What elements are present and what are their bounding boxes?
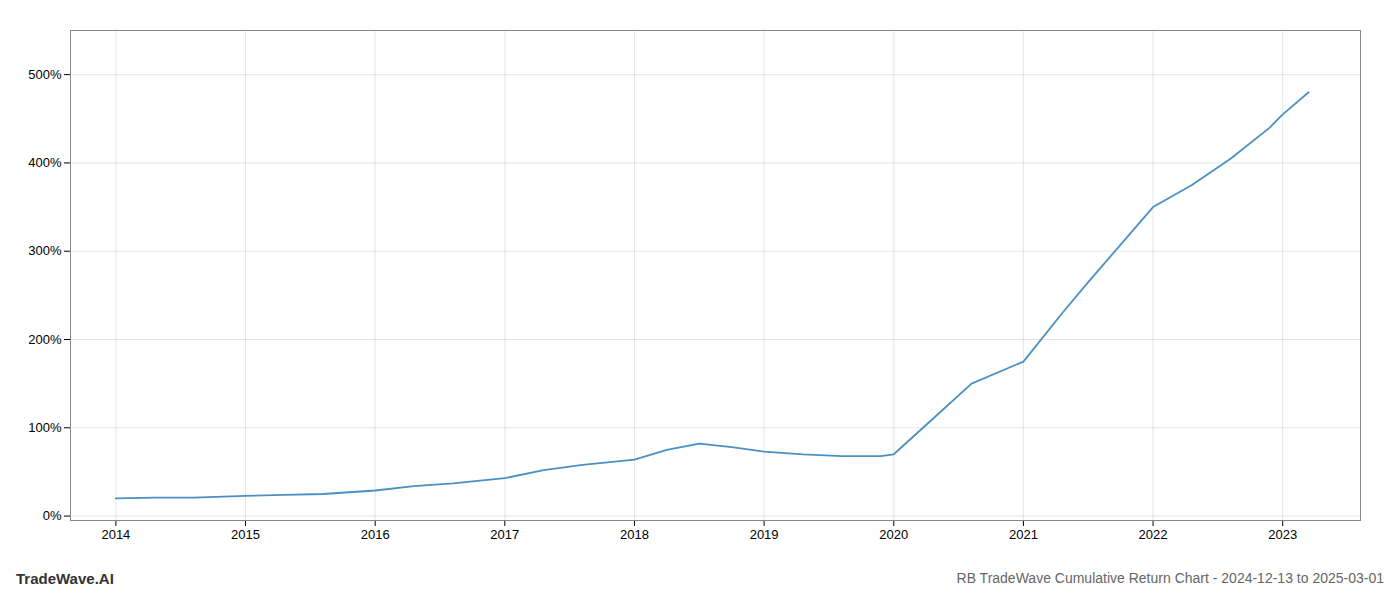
svg-text:2021: 2021	[1009, 527, 1038, 542]
svg-text:0%: 0%	[43, 508, 62, 523]
svg-text:300%: 300%	[28, 243, 62, 258]
html-text:TradeWave.AI: TradeWave.AI	[16, 569, 114, 587]
svg-text:2022: 2022	[1139, 527, 1168, 542]
svg-text:2014: 2014	[101, 527, 130, 542]
svg-text:500%: 500%	[28, 67, 62, 82]
html-text:RB TradeWave Cumulative Return: RB TradeWave Cumulative Return Chart - 2…	[956, 570, 1384, 586]
svg-text:400%: 400%	[28, 155, 62, 170]
svg-text:2018: 2018	[620, 527, 649, 542]
svg-text:2017: 2017	[490, 527, 519, 542]
svg-text:2020: 2020	[879, 527, 908, 542]
svg-text:100%: 100%	[28, 420, 62, 435]
svg-text:2016: 2016	[361, 527, 390, 542]
svg-text:2023: 2023	[1268, 527, 1297, 542]
svg-text:200%: 200%	[28, 332, 62, 347]
svg-text:2015: 2015	[231, 527, 260, 542]
svg-text:2019: 2019	[750, 527, 779, 542]
